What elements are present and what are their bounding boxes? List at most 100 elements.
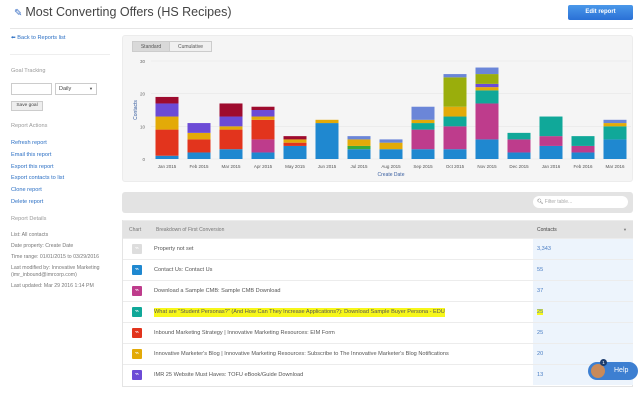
bar-segment bbox=[315, 123, 339, 159]
table-row[interactable]: ⌁ Download a Sample CMB: Sample CMB Down… bbox=[123, 280, 633, 301]
sort-desc-icon[interactable]: ▼ bbox=[623, 227, 627, 232]
y-tick-label: 20 bbox=[140, 92, 146, 97]
bar-segment bbox=[219, 103, 243, 117]
bar-segment bbox=[251, 119, 275, 140]
bar-segment bbox=[379, 142, 403, 150]
chart-toggle-icon[interactable]: ⌁ bbox=[132, 244, 142, 254]
breakdown-name: What are "Student Personas?" (And How Ca… bbox=[154, 308, 445, 317]
bar-segment bbox=[251, 152, 275, 159]
chart-toggle-icon[interactable]: ⌁ bbox=[132, 349, 142, 359]
pencil-icon[interactable]: ✎ bbox=[14, 8, 23, 19]
bar-segment bbox=[475, 90, 499, 104]
chart-panel: Standard Cumulative 0 10 20 30 Contacts Jan 2… bbox=[122, 35, 633, 182]
email-report-link[interactable]: Email this report bbox=[11, 151, 52, 158]
bar-segment bbox=[603, 123, 627, 127]
bar-segment bbox=[251, 116, 275, 120]
detail-date-property: Date property: Create Date bbox=[11, 243, 74, 249]
bar-segment bbox=[475, 67, 499, 75]
bar-segment bbox=[251, 110, 275, 117]
y-tick-label: 0 bbox=[142, 157, 145, 162]
divider bbox=[10, 54, 110, 55]
contacts-value[interactable]: 25 bbox=[533, 323, 633, 343]
goal-period-select[interactable]: Daily ▼ bbox=[55, 83, 97, 95]
bar-segment bbox=[411, 129, 435, 150]
bar-segment bbox=[219, 126, 243, 130]
goal-input[interactable] bbox=[11, 83, 52, 95]
chart-toggle-icon[interactable]: ⌁ bbox=[132, 370, 142, 380]
bar-segment bbox=[571, 152, 595, 159]
contacts-value[interactable]: 37 bbox=[533, 281, 633, 301]
contacts-value[interactable]: 3,343 bbox=[533, 239, 633, 259]
bar-segment bbox=[187, 132, 211, 140]
table-row[interactable]: ⌁ IMR 25 Website Must Haves: TOFU eBook/… bbox=[123, 364, 633, 385]
bar-segment bbox=[219, 116, 243, 127]
table-row[interactable]: ⌁ What are "Student Personas?" (And How … bbox=[123, 301, 633, 322]
bar-segment bbox=[571, 145, 595, 153]
col-contacts[interactable]: Contacts bbox=[537, 227, 557, 233]
chart-toggle-icon[interactable]: ⌁ bbox=[132, 265, 142, 275]
refresh-report-link[interactable]: Refresh report bbox=[11, 140, 47, 146]
bar-segment bbox=[475, 103, 499, 140]
x-axis-label: Create Date bbox=[378, 172, 405, 178]
chevron-down-icon: ▼ bbox=[89, 86, 93, 91]
bar-segment bbox=[219, 129, 243, 150]
table-row[interactable]: ⌁ Contact Us: Contact Us 55 bbox=[123, 259, 633, 280]
help-label: Help bbox=[614, 367, 629, 374]
export-contacts-link[interactable]: Export contacts to list bbox=[11, 175, 65, 182]
x-tick-label: Aug 2015 bbox=[381, 164, 401, 169]
bar-segment bbox=[347, 145, 371, 150]
bar-segment bbox=[443, 77, 467, 107]
contacts-value[interactable]: 55 bbox=[533, 260, 633, 280]
report-actions-heading: Report Actions bbox=[11, 123, 48, 129]
chart-toggle-icon[interactable]: ⌁ bbox=[132, 307, 142, 317]
filter-table-input[interactable]: 🔍︎ Filter table... bbox=[533, 196, 628, 208]
back-to-reports-link[interactable]: ⬅ Back to Reports list bbox=[11, 35, 65, 41]
bar-segment bbox=[411, 123, 435, 130]
save-goal-button[interactable]: Save goal bbox=[11, 101, 43, 111]
chart-toggle-icon[interactable]: ⌁ bbox=[132, 286, 142, 296]
period-value: Daily bbox=[59, 86, 72, 92]
bar-segment bbox=[379, 139, 403, 143]
back-label: Back to Reports list bbox=[17, 35, 66, 41]
bar-segment bbox=[603, 126, 627, 140]
x-tick-label: Jan 2015 bbox=[158, 164, 177, 169]
edit-report-button[interactable]: Edit report bbox=[568, 5, 633, 20]
bar-segment bbox=[347, 149, 371, 159]
table-row[interactable]: ⌁ Property not set 3,343 bbox=[123, 238, 633, 259]
contacts-number: 3,343 bbox=[537, 246, 551, 252]
contacts-value[interactable]: 25 bbox=[533, 302, 633, 322]
bar-segment bbox=[379, 149, 403, 159]
bar-segment bbox=[283, 136, 307, 140]
bar-segment bbox=[443, 74, 467, 78]
contacts-number: 13 bbox=[537, 372, 544, 378]
contacts-number: 55 bbox=[537, 267, 544, 273]
chart-toggle-icon[interactable]: ⌁ bbox=[132, 328, 142, 338]
y-tick-label: 30 bbox=[140, 59, 146, 64]
x-tick-label: Mar 2015 bbox=[221, 164, 241, 169]
delete-report-link[interactable]: Delete report bbox=[11, 198, 44, 205]
bar-segment bbox=[251, 106, 275, 110]
bar-segment bbox=[475, 74, 499, 84]
breakdown-name: Property not set bbox=[154, 246, 194, 252]
bar-segment bbox=[155, 116, 179, 130]
bar-segment bbox=[251, 139, 275, 153]
tab-cumulative[interactable]: Cumulative bbox=[169, 41, 212, 52]
table-row[interactable]: ⌁ Inbound Marketing Strategy | Innovativ… bbox=[123, 322, 633, 343]
clone-report-link[interactable]: Clone report bbox=[11, 187, 42, 194]
breakdown-name: Contact Us: Contact Us bbox=[154, 267, 213, 273]
help-button[interactable]: 1 Help bbox=[588, 359, 638, 380]
bar-segment bbox=[507, 132, 531, 140]
table-row[interactable]: ⌁ Innovative Marketer's Blog | Innovativ… bbox=[123, 343, 633, 364]
notification-badge: 1 bbox=[600, 359, 607, 366]
export-report-link[interactable]: Export this report bbox=[11, 163, 54, 170]
bar-segment bbox=[443, 149, 467, 159]
bar-segment bbox=[411, 119, 435, 124]
contacts-value[interactable]: 20 bbox=[533, 344, 633, 364]
bar-segment bbox=[315, 119, 339, 124]
detail-list: List: All contacts bbox=[11, 232, 49, 238]
bar-segment bbox=[283, 145, 307, 159]
search-icon: 🔍︎ bbox=[537, 199, 545, 205]
detail-last-updated: Last updated: Mar 29 2016 1:14 PM bbox=[11, 283, 94, 289]
col-chart: Chart bbox=[129, 227, 142, 233]
col-breakdown[interactable]: Breakdown of First Conversion bbox=[156, 227, 225, 233]
